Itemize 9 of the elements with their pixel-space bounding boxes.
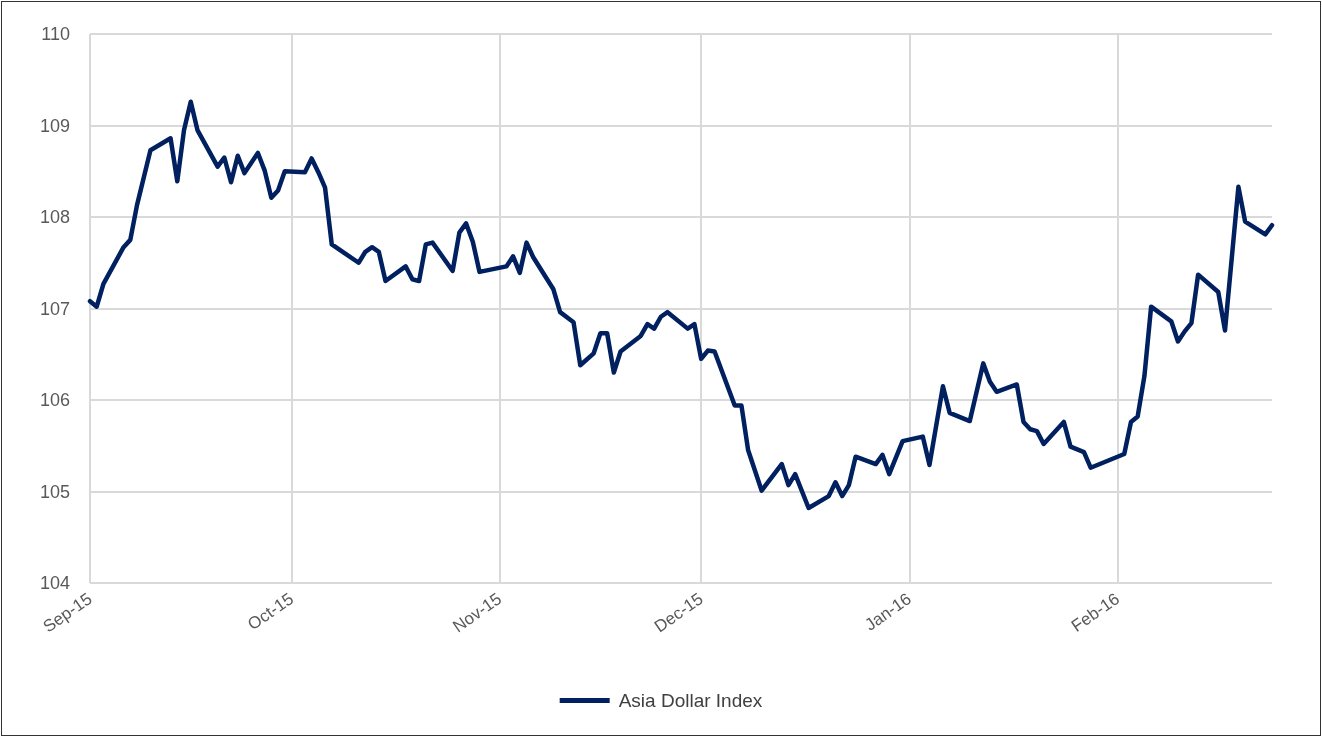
y-tick-label: 110 bbox=[41, 24, 70, 44]
y-tick-label: 105 bbox=[39, 481, 70, 502]
y-tick-label: 106 bbox=[39, 390, 70, 410]
line-series bbox=[87, 99, 1275, 511]
y-tick-label: 107 bbox=[39, 298, 70, 319]
y-tick-label: 109 bbox=[39, 115, 70, 136]
y-tick-label: 108 bbox=[39, 207, 70, 227]
legend-label: Asia Dollar Index bbox=[618, 690, 763, 711]
y-tick-label: 104 bbox=[39, 573, 70, 593]
